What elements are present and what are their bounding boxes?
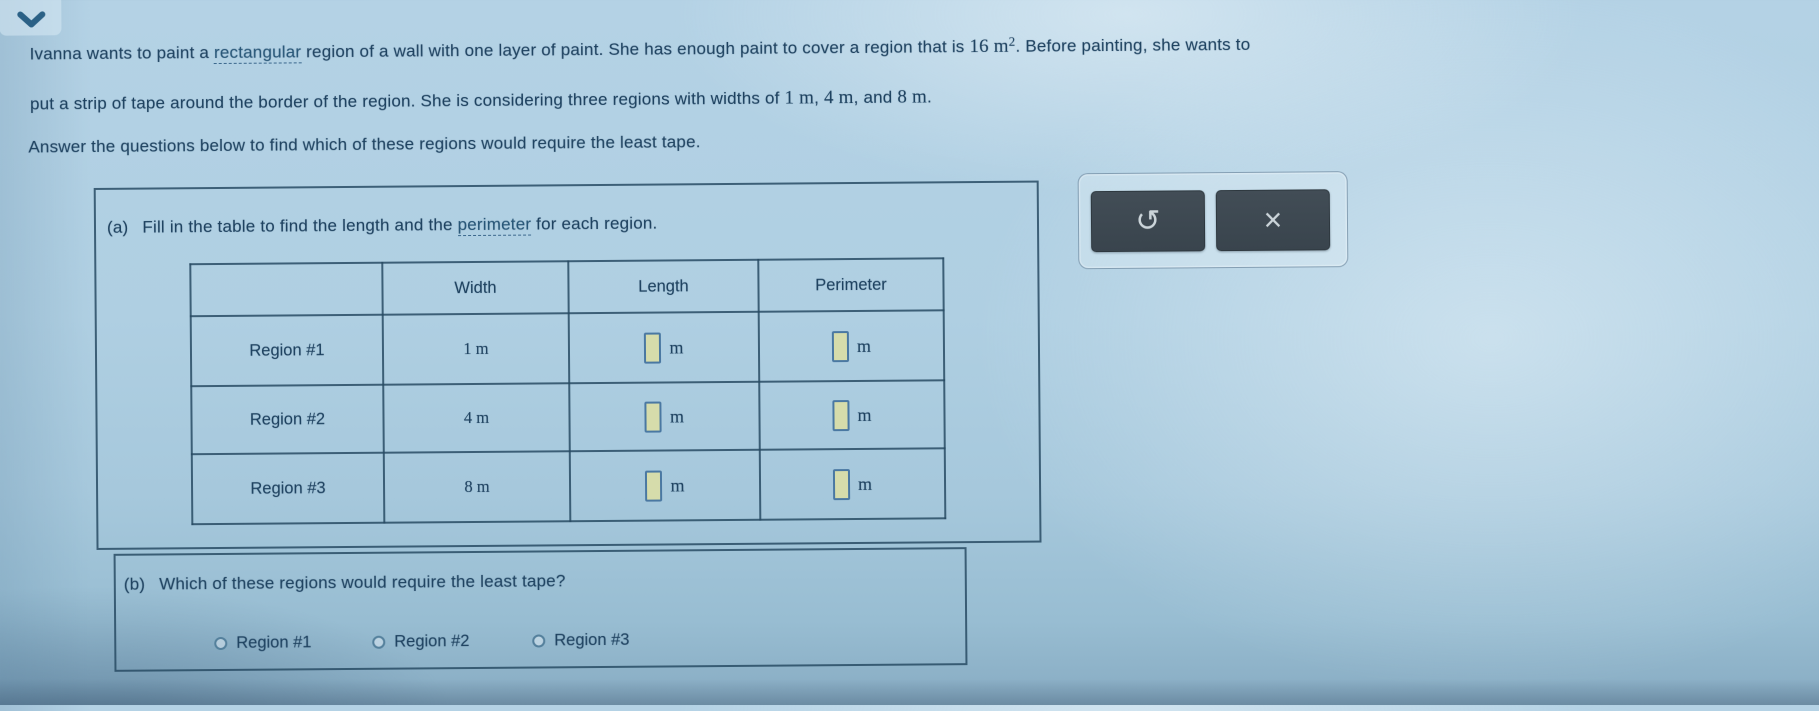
part-b-prompt: (b) Which of these regions would require … bbox=[124, 571, 566, 594]
region-label: Region #2 bbox=[191, 384, 384, 455]
perimeter-input-region-2[interactable] bbox=[832, 399, 850, 431]
perimeter-input-region-3[interactable] bbox=[832, 468, 851, 500]
intro-text: . bbox=[926, 87, 933, 107]
part-a-label: (a) bbox=[106, 217, 129, 237]
part-a-text: Fill in the table to find the length and… bbox=[142, 215, 458, 237]
table-row: Region #3 8 m m m bbox=[191, 448, 946, 525]
perimeter-unit: m bbox=[857, 404, 872, 425]
table-header-width: Width bbox=[382, 261, 569, 315]
length-input-region-2[interactable] bbox=[644, 401, 663, 433]
part-b-panel bbox=[113, 547, 968, 672]
collapse-chevron-button[interactable] bbox=[0, 0, 62, 36]
radio-option-region-1[interactable]: Region #1 bbox=[214, 633, 312, 653]
width-value-3: 8 m bbox=[897, 86, 928, 108]
radio-button-region-1[interactable] bbox=[214, 636, 228, 651]
radio-label-region-3[interactable]: Region #3 bbox=[554, 630, 630, 650]
undo-button[interactable]: ↺ bbox=[1090, 190, 1206, 253]
intro-text: put a strip of tape around the border of… bbox=[29, 88, 785, 114]
radio-button-region-3[interactable] bbox=[532, 634, 546, 648]
table-row: Region #1 1 m m m bbox=[190, 310, 945, 387]
table-header-length: Length bbox=[568, 259, 759, 314]
region-label: Region #1 bbox=[190, 314, 384, 387]
table-header-perimeter: Perimeter bbox=[758, 258, 944, 312]
radio-button-region-2[interactable] bbox=[372, 635, 386, 649]
part-a-text: for each region. bbox=[531, 213, 658, 234]
undo-icon: ↺ bbox=[1135, 204, 1161, 238]
perimeter-unit: m bbox=[856, 335, 872, 356]
close-icon: × bbox=[1263, 201, 1283, 238]
width-value: 8 m bbox=[383, 451, 571, 523]
region-table: Width Length Perimeter Region #1 1 m m m… bbox=[189, 257, 946, 525]
definition-link-perimeter[interactable]: perimeter bbox=[457, 214, 532, 237]
length-input-region-1[interactable] bbox=[644, 332, 662, 364]
width-value: 1 m bbox=[382, 313, 570, 385]
intro-text: , and bbox=[853, 87, 898, 108]
length-input-region-3[interactable] bbox=[645, 470, 663, 502]
chevron-down-icon bbox=[17, 11, 46, 28]
part-b-label: (b) bbox=[123, 574, 146, 594]
intro-line-3: Answer the questions below to find which… bbox=[28, 132, 701, 157]
area-value: 16 m bbox=[969, 35, 1009, 58]
intro-line-2: put a strip of tape around the border of… bbox=[30, 86, 932, 115]
table-header-blank bbox=[190, 262, 383, 317]
length-unit: m bbox=[670, 474, 685, 495]
length-unit: m bbox=[669, 405, 685, 426]
perimeter-input-region-1[interactable] bbox=[831, 330, 850, 362]
intro-text: region of a wall with one layer of paint… bbox=[301, 37, 970, 62]
length-unit: m bbox=[669, 336, 684, 357]
intro-text: . Before painting, she wants to bbox=[1015, 34, 1251, 56]
answer-toolbar: ↺ × bbox=[1077, 171, 1349, 270]
intro-text: Ivanna wants to paint a bbox=[29, 43, 215, 64]
radio-label-region-1[interactable]: Region #1 bbox=[236, 633, 312, 652]
width-value: 4 m bbox=[383, 383, 570, 453]
definition-link-rectangular[interactable]: rectangular bbox=[213, 42, 302, 65]
close-button[interactable]: × bbox=[1215, 189, 1331, 252]
perimeter-unit: m bbox=[857, 473, 873, 494]
table-row: Region #2 4 m m m bbox=[191, 380, 945, 455]
radio-label-region-2[interactable]: Region #2 bbox=[394, 632, 470, 651]
intro-line-1: Ivanna wants to paint a rectangular regi… bbox=[30, 32, 1251, 66]
region-label: Region #3 bbox=[191, 452, 385, 525]
intro-text: , bbox=[814, 88, 825, 108]
radio-option-region-3[interactable]: Region #3 bbox=[532, 630, 630, 651]
part-b-text: Which of these regions would require the… bbox=[159, 571, 566, 594]
width-value-2: 4 m bbox=[823, 87, 854, 109]
width-value-1: 1 m bbox=[784, 87, 815, 109]
radio-option-region-2[interactable]: Region #2 bbox=[372, 632, 470, 652]
